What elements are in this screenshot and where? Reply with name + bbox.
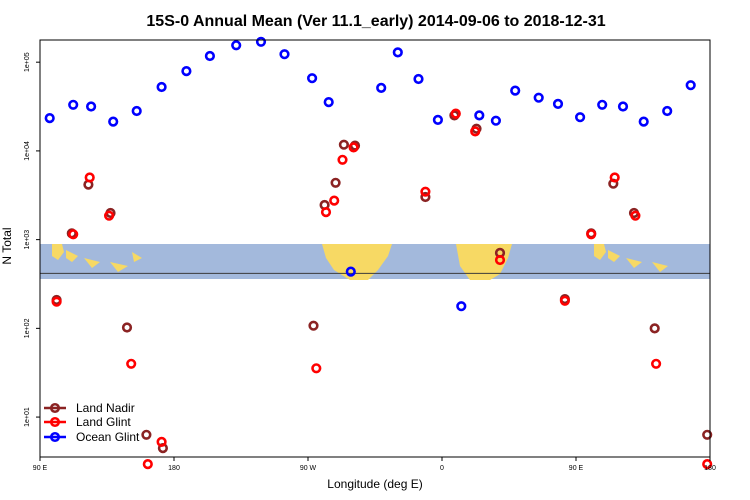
legend-entry-ocean-glint: Ocean Glint — [44, 430, 140, 444]
point-land-glint — [311, 363, 322, 374]
point-land-glint — [337, 154, 348, 165]
point-land-glint — [329, 195, 340, 206]
land-shape-indonesia-left — [52, 244, 142, 272]
point-ocean-glint — [662, 105, 673, 117]
point-ocean-glint — [131, 105, 142, 117]
point-ocean-glint — [456, 301, 467, 312]
y-tick-label: 1e+02 — [24, 318, 31, 338]
y-axis-label: N Total — [0, 227, 14, 264]
point-ocean-glint — [552, 98, 564, 109]
point-ocean-glint — [413, 73, 424, 85]
land-shape-africa — [456, 244, 512, 280]
point-land-glint — [450, 108, 461, 119]
point-land-glint — [348, 142, 359, 153]
data-points — [44, 36, 713, 470]
land-shape-americas — [322, 244, 392, 280]
point-ocean-glint — [533, 92, 544, 103]
x-tick-label: 90 W — [300, 465, 317, 472]
point-land-glint — [470, 126, 481, 137]
point-land-glint — [586, 229, 597, 240]
point-ocean-glint — [231, 40, 242, 51]
point-ocean-glint — [597, 99, 608, 110]
legend-marker-land-nadir — [49, 402, 61, 414]
point-land-glint — [51, 296, 62, 307]
legend-entry-land-glint: Land Glint — [44, 415, 131, 429]
point-ocean-glint — [323, 96, 334, 108]
point-ocean-glint — [574, 112, 586, 123]
x-axis-label: Longitude (deg E) — [327, 477, 422, 491]
plot-area — [39, 36, 713, 470]
y-axis: 1e+01 1e+02 1e+03 1e+04 1e+05 — [24, 52, 40, 427]
point-land-glint — [103, 210, 115, 221]
point-land-nadir — [330, 177, 341, 188]
legend-label-land-nadir: Land Nadir — [76, 401, 135, 415]
legend-marker-land-glint — [49, 416, 61, 428]
map-band — [40, 244, 710, 280]
legend-label-land-glint: Land Glint — [76, 415, 131, 429]
y-tick-label: 1e+01 — [24, 407, 31, 427]
point-land-glint — [320, 207, 332, 218]
point-land-nadir — [702, 429, 713, 440]
x-tick-label: 180 — [168, 465, 180, 472]
y-tick-label: 1e+05 — [24, 52, 31, 72]
x-tick-label: 90 E — [569, 465, 584, 472]
point-land-glint — [84, 172, 95, 183]
point-land-glint — [142, 459, 153, 470]
y-tick-label: 1e+03 — [24, 230, 31, 250]
legend-label-ocean-glint: Ocean Glint — [76, 430, 140, 444]
point-land-glint — [650, 358, 662, 369]
point-land-nadir — [308, 320, 319, 331]
x-tick-label: 180 — [704, 465, 716, 472]
point-ocean-glint — [510, 85, 521, 96]
legend: Land Nadir Land Glint Ocean Glint — [44, 401, 140, 444]
point-land-nadir — [649, 323, 660, 334]
point-ocean-glint — [617, 101, 629, 112]
point-land-nadir — [121, 322, 133, 333]
point-land-glint — [420, 186, 431, 197]
point-ocean-glint — [490, 115, 502, 126]
point-ocean-glint — [685, 80, 696, 91]
point-land-glint — [702, 459, 713, 470]
point-land-glint — [156, 436, 167, 448]
point-ocean-glint — [376, 82, 387, 93]
point-land-glint — [630, 210, 641, 221]
point-land-nadir — [420, 191, 431, 203]
chart-title: 15S-0 Annual Mean (Ver 11.1_early) 2014-… — [146, 13, 605, 30]
point-ocean-glint — [392, 47, 403, 58]
point-ocean-glint — [638, 116, 649, 127]
point-ocean-glint — [68, 99, 79, 110]
point-land-glint — [126, 358, 137, 369]
point-land-nadir — [141, 429, 152, 440]
point-ocean-glint — [44, 112, 55, 124]
y-tick-label: 1e+04 — [24, 141, 31, 161]
point-ocean-glint — [85, 101, 97, 112]
point-ocean-glint — [345, 266, 356, 277]
land-shape-indonesia-right — [594, 244, 668, 272]
x-axis: 90 E 180 90 W 0 90 E 180 — [33, 457, 716, 472]
point-land-glint — [559, 295, 571, 306]
legend-entry-land-nadir: Land Nadir — [44, 401, 135, 415]
point-ocean-glint — [181, 65, 192, 77]
point-land-glint — [68, 229, 79, 240]
point-ocean-glint — [474, 110, 485, 121]
point-ocean-glint — [432, 114, 444, 125]
point-ocean-glint — [156, 81, 167, 93]
x-tick-label: 90 E — [33, 465, 48, 472]
point-ocean-glint — [204, 50, 215, 62]
x-tick-label: 0 — [440, 465, 444, 472]
point-ocean-glint — [279, 49, 290, 60]
point-land-nadir — [338, 139, 350, 150]
point-ocean-glint — [108, 116, 119, 127]
point-ocean-glint — [255, 36, 267, 47]
legend-marker-ocean-glint — [49, 431, 61, 443]
point-land-glint — [494, 254, 506, 266]
plot-frame — [39, 39, 711, 458]
point-land-glint — [609, 172, 620, 183]
point-ocean-glint — [307, 73, 318, 84]
